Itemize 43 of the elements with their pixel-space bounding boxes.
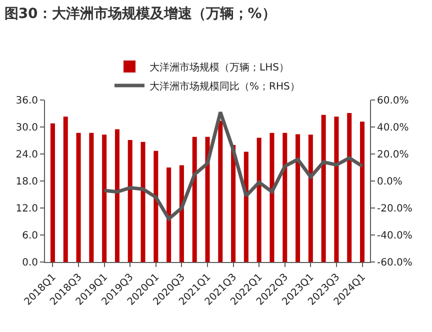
- bar: [140, 142, 146, 262]
- chart-title: 图30：大洋洲市场规模及增速（万辆；%）: [4, 5, 276, 22]
- y2-tick-label: 60.0%: [377, 96, 409, 106]
- bar: [192, 136, 197, 262]
- y-tick-label: 6.0: [22, 230, 38, 242]
- y2-tick-label: -20.0%: [377, 204, 412, 214]
- y2-tick-label: 20.0%: [377, 150, 409, 160]
- bar: [308, 134, 313, 262]
- y-tick-label: 24.0: [16, 150, 38, 160]
- y-tick-label: 12.0: [16, 204, 38, 214]
- bar: [76, 132, 81, 262]
- y2-tick-label: 40.0%: [377, 122, 409, 134]
- legend-label: 大洋洲市场规模（万辆；LHS）: [150, 61, 289, 74]
- bar: [231, 145, 236, 262]
- bar: [179, 165, 184, 262]
- bar: [218, 120, 223, 262]
- bar: [360, 122, 365, 262]
- bar: [154, 150, 158, 262]
- bar: [334, 116, 339, 262]
- y2-tick-label: -40.0%: [377, 230, 412, 242]
- y-tick-label: 18.0: [16, 176, 38, 188]
- y-tick-label: 0.0: [22, 258, 38, 268]
- bar: [89, 132, 94, 262]
- bar: [321, 114, 326, 262]
- y-tick-label: 36.0: [16, 96, 38, 106]
- legend-label: 大洋洲市场规模同比（%；RHS）: [150, 80, 300, 92]
- y2-tick-label: 0.0%: [377, 176, 402, 188]
- bar: [347, 113, 352, 262]
- bar: [270, 132, 274, 262]
- bar: [102, 134, 107, 262]
- bar: [256, 138, 262, 262]
- bar: [114, 129, 120, 262]
- bar: [205, 136, 210, 262]
- bar: [128, 140, 132, 262]
- bar: [282, 132, 288, 262]
- bar: [166, 168, 172, 262]
- line-series: [102, 110, 364, 221]
- y-tick-label: 30.0: [16, 122, 38, 134]
- bar: [244, 152, 248, 262]
- bar: [63, 116, 68, 262]
- y2-tick-label: -60.0%: [377, 258, 412, 268]
- bar: [296, 134, 300, 262]
- bar: [50, 123, 55, 262]
